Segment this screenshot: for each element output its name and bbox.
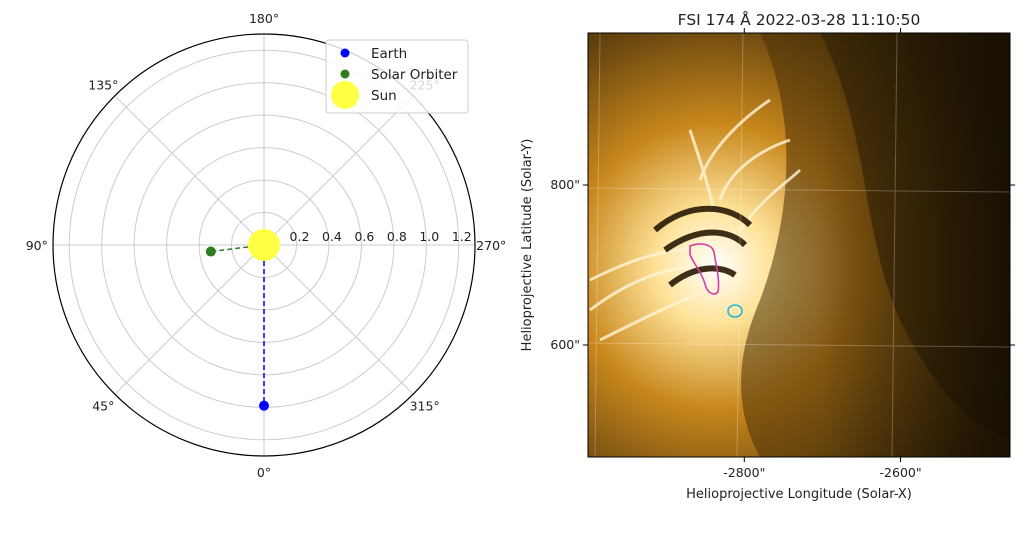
polar-series-points xyxy=(205,229,280,411)
polar-grid-spoke xyxy=(263,95,414,246)
map-y-tick-label: 600" xyxy=(550,337,580,352)
map-ticks: -2800" -2600" 800" 600" xyxy=(550,28,1015,480)
legend-box xyxy=(325,39,469,114)
map-x-tick-label: -2600" xyxy=(880,465,922,480)
sun-marker xyxy=(248,229,280,261)
polar-r-tick-label: 0.6 xyxy=(354,229,374,244)
polar-r-tick-label: 1.2 xyxy=(452,229,472,244)
legend-items: Earth Solar Orbiter Sun xyxy=(331,46,458,109)
legend-marker-earth xyxy=(340,48,350,58)
polar-theta-tick-label: 180° xyxy=(249,11,279,26)
map-x-tick-label: -2800" xyxy=(723,465,765,480)
map-ylabel: Helioprojective Latitude (Solar-Y) xyxy=(520,139,535,352)
map-xlabel: Helioprojective Longitude (Solar-X) xyxy=(686,487,912,502)
polar-r-tick-labels: 0.2 0.4 0.6 0.8 1.0 1.2 xyxy=(290,229,472,244)
legend-label-solar-orbiter: Solar Orbiter xyxy=(371,67,458,83)
map-y-tick-label: 800" xyxy=(550,177,580,192)
map-frame xyxy=(587,32,1011,458)
map-title: FSI 174 Å 2022-03-28 11:10:50 xyxy=(678,10,921,29)
polar-r-tick-label: 0.4 xyxy=(322,229,342,244)
polar-r-tick-label: 0.2 xyxy=(290,229,310,244)
polar-theta-tick-label: 0° xyxy=(257,465,271,480)
polar-theta-tick-label: 90° xyxy=(26,238,48,253)
legend-marker-sun xyxy=(331,81,359,109)
legend-label-sun: Sun xyxy=(371,88,397,104)
legend-marker-solar-orbiter xyxy=(340,69,350,79)
legend-label-earth: Earth xyxy=(371,46,407,62)
polar-theta-tick-label: 135° xyxy=(88,77,118,92)
polar-plot: 0.20.40.60.81.01.2 0°45°90°135°180°225°2… xyxy=(26,11,507,480)
polar-grid-spoke xyxy=(114,95,265,246)
polar-theta-tick-label: 45° xyxy=(92,399,114,414)
legend: Earth Solar Orbiter Sun xyxy=(325,39,469,114)
solar-map-panel: FSI 174 Å 2022-03-28 11:10:50 xyxy=(520,10,1015,502)
polar-series-lines xyxy=(210,244,265,406)
polar-grid-spoke xyxy=(114,244,265,395)
polar-r-tick-label: 1.0 xyxy=(419,229,439,244)
polar-theta-tick-label: 315° xyxy=(410,399,440,414)
contour-cyan xyxy=(727,304,743,318)
polar-outer-circle xyxy=(52,33,476,457)
polar-theta-tick-label: 270° xyxy=(476,238,506,253)
earth-marker xyxy=(259,400,269,411)
polar-grid-spoke xyxy=(263,244,414,395)
contour-magenta xyxy=(689,243,720,295)
polar-r-tick-label: 0.8 xyxy=(387,229,407,244)
solar-orbiter-marker xyxy=(205,246,216,257)
solar-image xyxy=(588,33,1010,457)
